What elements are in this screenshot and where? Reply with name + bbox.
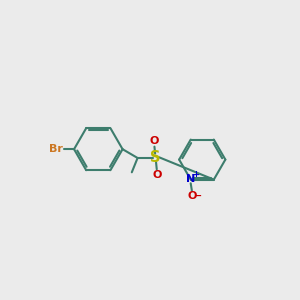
Text: N: N [186, 174, 195, 184]
Text: S: S [150, 151, 161, 166]
Text: +: + [192, 169, 199, 178]
Text: −: − [194, 191, 202, 201]
Text: O: O [187, 191, 196, 201]
Text: O: O [150, 136, 159, 146]
Text: Br: Br [49, 144, 62, 154]
Text: O: O [152, 169, 161, 180]
